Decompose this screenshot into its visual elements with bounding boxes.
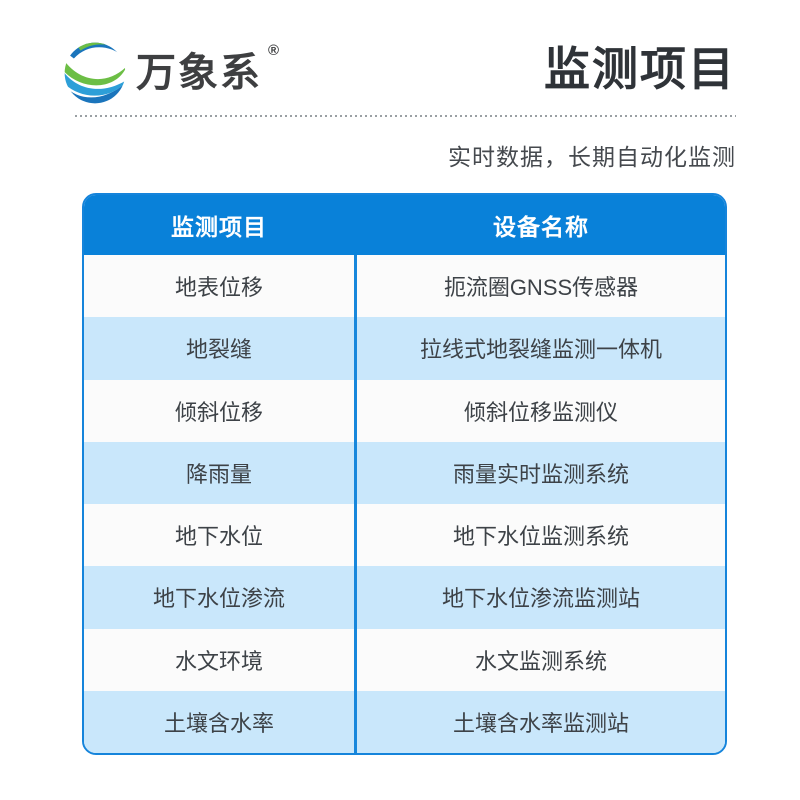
table-row: 土壤含水率 土壤含水率监测站 xyxy=(84,690,725,753)
device-name-cell: 地下水位渗流监测站 xyxy=(441,586,640,612)
table-row: 地裂缝 拉线式地裂缝监测一体机 xyxy=(84,317,725,380)
device-name-cell: 水文监测系统 xyxy=(474,648,607,674)
monitor-item-cell: 地下水位渗流 xyxy=(84,566,357,629)
table-row: 地下水位 地下水位监测系统 xyxy=(84,504,725,567)
monitor-item-cell: 水文环境 xyxy=(84,628,357,691)
brand: 万象系 ® xyxy=(62,40,279,106)
monitor-item-cell: 地裂缝 xyxy=(84,317,357,380)
monitor-item-cell: 地表位移 xyxy=(84,255,357,318)
device-name-cell: 扼流圈GNSS传感器 xyxy=(443,275,639,301)
monitor-item-cell: 倾斜位移 xyxy=(84,379,357,442)
dotted-divider xyxy=(75,115,736,117)
page-subtitle: 实时数据，长期自动化监测 xyxy=(448,144,736,170)
device-name-cell: 地下水位监测系统 xyxy=(452,524,629,550)
device-name-cell: 拉线式地裂缝监测一体机 xyxy=(419,337,662,363)
brand-name: 万象系 xyxy=(136,51,262,95)
table-row: 降雨量 雨量实时监测系统 xyxy=(84,441,725,504)
device-name-cell: 土壤含水率监测站 xyxy=(452,710,629,736)
device-name-cell: 雨量实时监测系统 xyxy=(452,461,629,487)
table-row: 地下水位渗流 地下水位渗流监测站 xyxy=(84,566,725,629)
monitoring-table: 监测项目 设备名称 地表位移 扼流圈GNSS传感器 地裂缝 拉线式地裂缝监测一体… xyxy=(82,193,727,755)
table-header-row: 监测项目 设备名称 xyxy=(84,195,725,255)
page-title: 监测项目 xyxy=(544,43,736,95)
device-name-cell: 倾斜位移监测仪 xyxy=(463,399,618,425)
column-header-monitor-item: 监测项目 xyxy=(171,214,267,240)
globe-logo-icon xyxy=(64,42,126,104)
column-header-device-name: 设备名称 xyxy=(493,214,589,240)
table-row: 倾斜位移 倾斜位移监测仪 xyxy=(84,379,725,442)
registered-trademark-mark: ® xyxy=(268,42,280,59)
table-row: 水文环境 水文监测系统 xyxy=(84,628,725,691)
monitor-item-cell: 降雨量 xyxy=(84,441,357,504)
table-row: 地表位移 扼流圈GNSS传感器 xyxy=(84,255,725,318)
monitor-item-cell: 地下水位 xyxy=(84,504,357,567)
monitor-item-cell: 土壤含水率 xyxy=(84,690,357,753)
